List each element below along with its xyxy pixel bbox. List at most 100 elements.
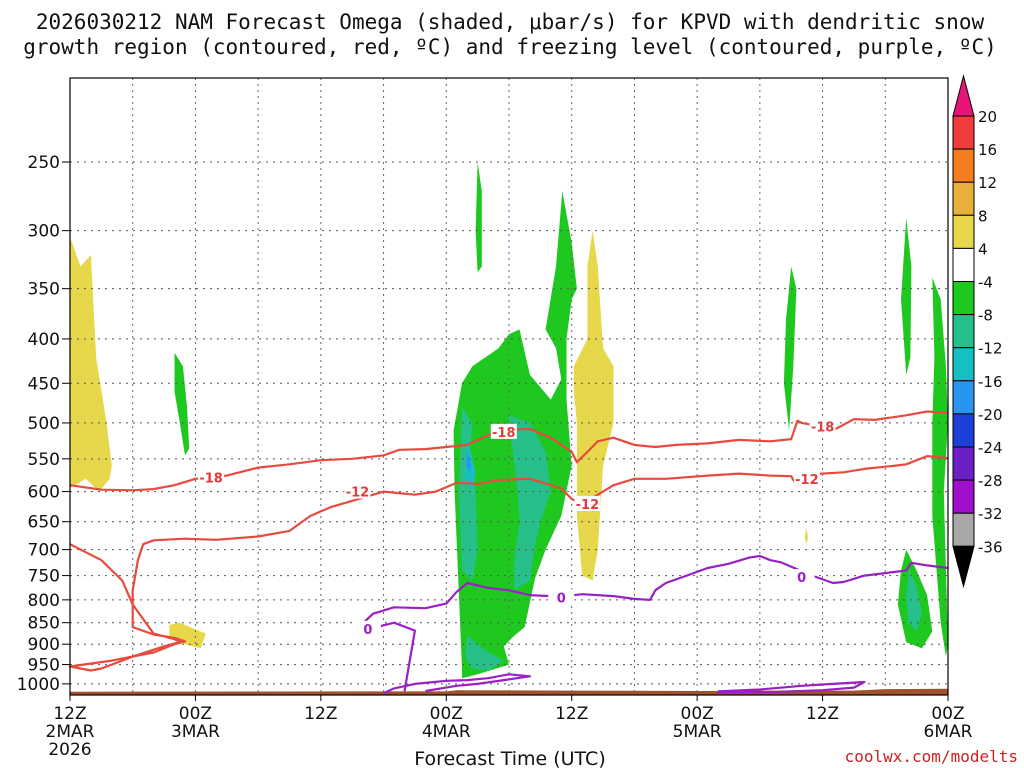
isotherm-minus18-label: -18 <box>199 472 223 487</box>
omega-fill-region-16 <box>906 570 922 632</box>
colorbar-tick-label: 20 <box>978 108 997 126</box>
y-tick-label: 550 <box>28 450 60 470</box>
freezing-level-label-bg <box>548 589 575 605</box>
colorbar-segment <box>952 281 975 316</box>
x-tick-label: 12Z <box>806 704 839 724</box>
colorbar-segment <box>952 314 975 349</box>
colorbar-tick-label: -12 <box>978 340 1003 358</box>
colorbar-tick-label: -36 <box>978 538 1003 556</box>
colorbar-tick-label: -20 <box>978 406 1003 424</box>
omega-fill-region-2 <box>169 622 206 649</box>
isotherm-minus12-label: -12 <box>346 486 370 501</box>
y-tick-label: 250 <box>28 153 60 173</box>
colorbar-tick-label: -24 <box>978 439 1003 457</box>
y-tick-label: 800 <box>28 591 60 611</box>
colorbar-tick-label: 4 <box>978 240 988 258</box>
freezing-level-lower-line-c <box>372 621 416 692</box>
y-tick-label: 450 <box>28 374 60 394</box>
isotherm-minus18-label-bg <box>809 418 836 434</box>
y-tick-label: 850 <box>28 614 60 634</box>
colorbar-tick-label: -32 <box>978 505 1003 523</box>
y-tick-label: 1000 <box>17 675 60 695</box>
colorbar-bottom-arrow <box>952 545 975 589</box>
freezing-level-label: 0 <box>557 592 566 607</box>
y-tick-label: 750 <box>28 567 60 587</box>
x-tick-label: 6MAR <box>924 722 973 742</box>
x-tick-label: 12Z <box>555 704 588 724</box>
x-axis-label: Forecast Time (UTC) <box>414 748 605 768</box>
y-tick-label: 700 <box>28 541 60 561</box>
credit-text: coolwx.com/modelts <box>845 747 1018 766</box>
plot-frame <box>69 77 949 696</box>
omega-fill-region-11 <box>804 527 808 545</box>
ground-terrain-band <box>70 688 948 696</box>
y-tick-label: 350 <box>28 280 60 300</box>
isotherm-contours: -18 -18 -18 -12 -12 -12 0 0 0 <box>68 410 949 695</box>
freezing-level-label: 0 <box>797 571 806 586</box>
colorbar-segment <box>952 214 975 249</box>
colorbar-segment <box>952 380 975 415</box>
freezing-level-label-bg <box>788 569 815 585</box>
isotherm-minus12-label: -12 <box>576 498 600 513</box>
x-tick-label: 5MAR <box>673 722 722 742</box>
y-tick-label: 300 <box>28 222 60 242</box>
x-tick-label: 2026 <box>48 740 91 760</box>
colorbar-segment <box>952 181 975 216</box>
y-tick-label: 950 <box>28 656 60 676</box>
omega-fill-region-4 <box>475 162 482 273</box>
omega-fill-region-14 <box>932 277 948 657</box>
colorbar-segment <box>952 247 975 282</box>
omega-fill-region-12 <box>783 266 797 431</box>
omega-fill-region-0 <box>70 236 112 492</box>
colorbar-top-arrow <box>952 74 975 117</box>
freezing-level-lower-line-b <box>717 680 866 694</box>
freezing-level-label: 0 <box>363 623 372 638</box>
colorbar-segment <box>952 115 975 150</box>
y-axis-pressure-ticks: 2503003504004505005506006507007508008509… <box>17 153 70 695</box>
colorbar-tick-label: 16 <box>978 141 997 159</box>
omega-fill-region-5 <box>458 407 478 581</box>
gridlines <box>70 78 948 695</box>
freezing-level-label-bg <box>354 620 381 636</box>
isotherm-minus18-label-bg <box>198 469 225 485</box>
colorbar-segment <box>952 347 975 382</box>
isotherm-minus12-label: -12 <box>795 473 819 488</box>
omega-fill-region-1 <box>174 352 190 456</box>
terrain-band <box>70 688 948 696</box>
colorbar-segment <box>952 413 975 448</box>
y-tick-label: 400 <box>28 330 60 350</box>
isotherm-minus18-label: -18 <box>811 421 835 436</box>
x-tick-label: 3MAR <box>171 722 220 742</box>
colorbar-tick-label: -4 <box>978 274 993 292</box>
x-tick-label: 00Z <box>430 704 463 724</box>
omega-fill-region-9 <box>465 635 504 671</box>
y-tick-label: 900 <box>28 635 60 655</box>
isotherm-minus12-label-bg <box>574 495 601 511</box>
x-tick-label: 2MAR <box>46 722 95 742</box>
colorbar-segment <box>952 479 975 514</box>
colorbar-tick-label: 8 <box>978 207 988 225</box>
colorbar-tick-label: 12 <box>978 174 997 192</box>
chart-title-line-1: 2026030212 NAM Forecast Omega (shaded, μ… <box>36 10 985 34</box>
x-tick-label: 4MAR <box>422 722 471 742</box>
isotherm-minus12-line <box>68 455 949 672</box>
y-tick-label: 650 <box>28 513 60 533</box>
x-tick-label: 00Z <box>179 704 212 724</box>
colorbar-tick-label: -28 <box>978 472 1003 490</box>
isotherm-minus18-label-bg <box>490 423 517 439</box>
omega-fill-region-8 <box>466 451 472 473</box>
omega-fill-region-10 <box>573 230 614 581</box>
freezing-level-line <box>356 554 949 630</box>
y-tick-label: 600 <box>28 483 60 503</box>
colorbar-segment <box>952 446 975 481</box>
x-tick-label: 12Z <box>304 704 337 724</box>
omega-colorbar: 20 16 12 8 4 -4 -8 -12 -16 -20 -24 -28 -32 -36 <box>952 74 1003 589</box>
isotherm-minus12-label-bg <box>793 470 820 486</box>
freezing-level-lower-line-a <box>383 673 531 695</box>
colorbar-tick-label: -16 <box>978 373 1003 391</box>
isotherm-minus18-label: -18 <box>492 426 516 441</box>
x-tick-label: 00Z <box>931 704 964 724</box>
y-tick-label: 500 <box>28 414 60 434</box>
